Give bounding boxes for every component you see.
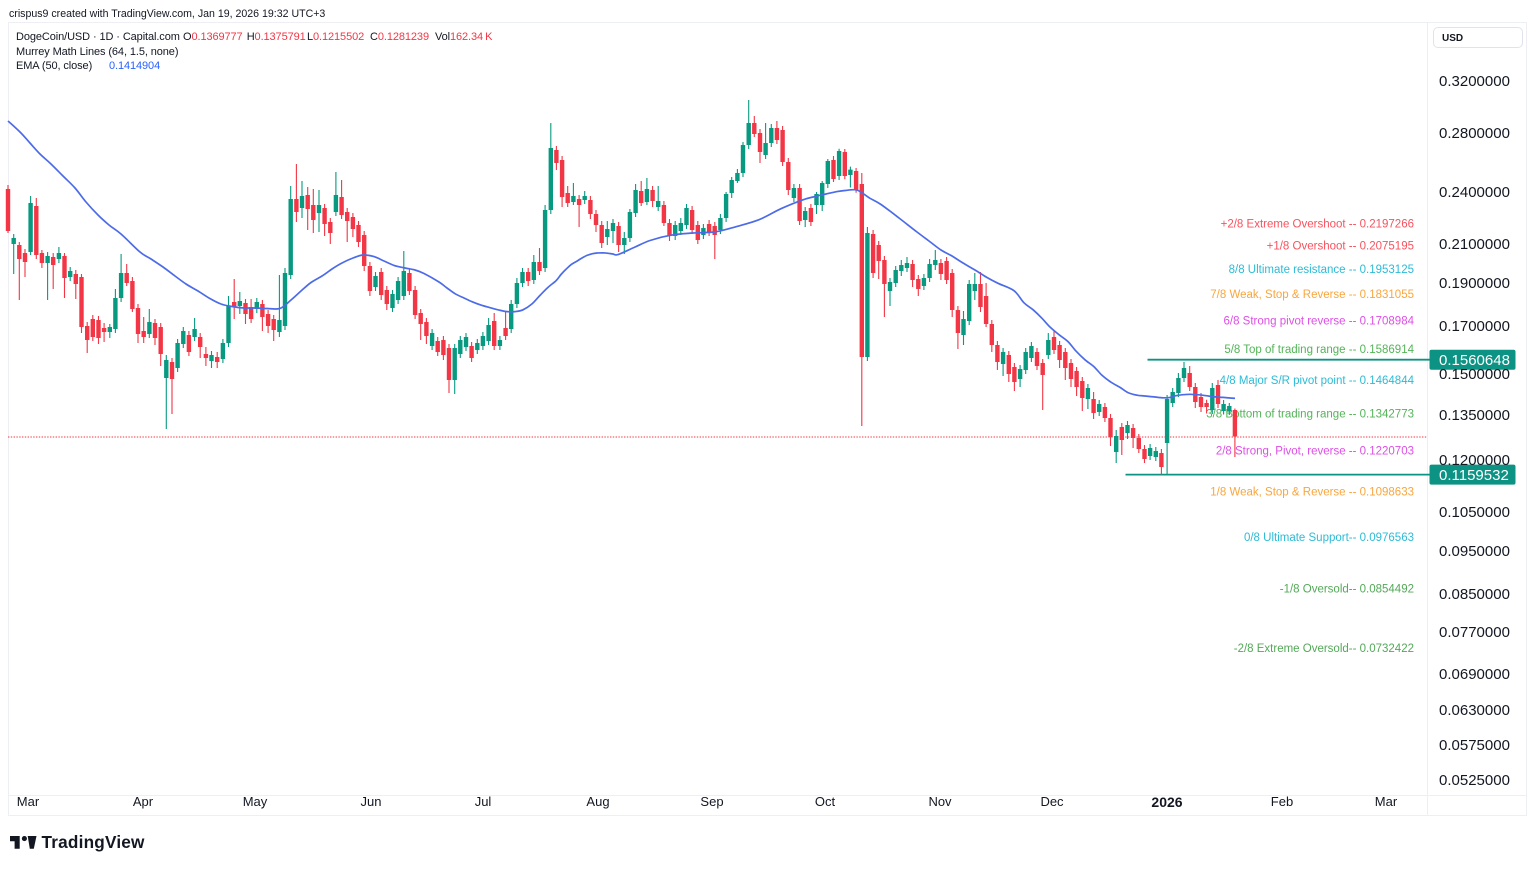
svg-text:TradingView: TradingView	[42, 832, 146, 852]
svg-text:+1/8 Overshoot -- 0.2075195: +1/8 Overshoot -- 0.2075195	[1267, 240, 1414, 252]
svg-text:+2/8 Extreme Overshoot -- 0.2: +2/8 Extreme Overshoot -- 0.2197266	[1221, 218, 1414, 230]
svg-text:3/8 Bottom of trading range --: 3/8 Bottom of trading range -- 0.1342773	[1206, 409, 1414, 421]
svg-text:0/8 Ultimate Support-- 0.0976: 0/8 Ultimate Support-- 0.0976563	[1244, 532, 1414, 544]
svg-text:7/8 Weak, Stop & Reverse -- 0: 7/8 Weak, Stop & Reverse -- 0.1831055	[1210, 289, 1414, 301]
svg-text:8/8 Ultimate resistance -- 0.: 8/8 Ultimate resistance -- 0.1953125	[1229, 264, 1414, 276]
svg-text:4/8 Major S/R pivot point --: 4/8 Major S/R pivot point -- 0.1464844	[1220, 375, 1415, 387]
svg-text:-2/8 Extreme Oversold-- 0.073: -2/8 Extreme Oversold-- 0.0732422	[1234, 643, 1414, 655]
svg-text:6/8 Strong pivot reverse -- 0: 6/8 Strong pivot reverse -- 0.1708984	[1223, 316, 1414, 328]
svg-text:5/8 Top of trading range -- 0: 5/8 Top of trading range -- 0.1586914	[1224, 344, 1414, 356]
svg-text:0.1159532: 0.1159532	[1439, 467, 1509, 484]
svg-text:0.1560648: 0.1560648	[1439, 352, 1510, 369]
svg-text:-1/8 Oversold-- 0.0854492: -1/8 Oversold-- 0.0854492	[1280, 584, 1414, 596]
svg-text:1/8 Weak, Stop & Reverse -- 0: 1/8 Weak, Stop & Reverse -- 0.1098633	[1210, 486, 1414, 498]
svg-text:2/8 Strong, Pivot, reverse --: 2/8 Strong, Pivot, reverse -- 0.1220703	[1216, 446, 1414, 458]
